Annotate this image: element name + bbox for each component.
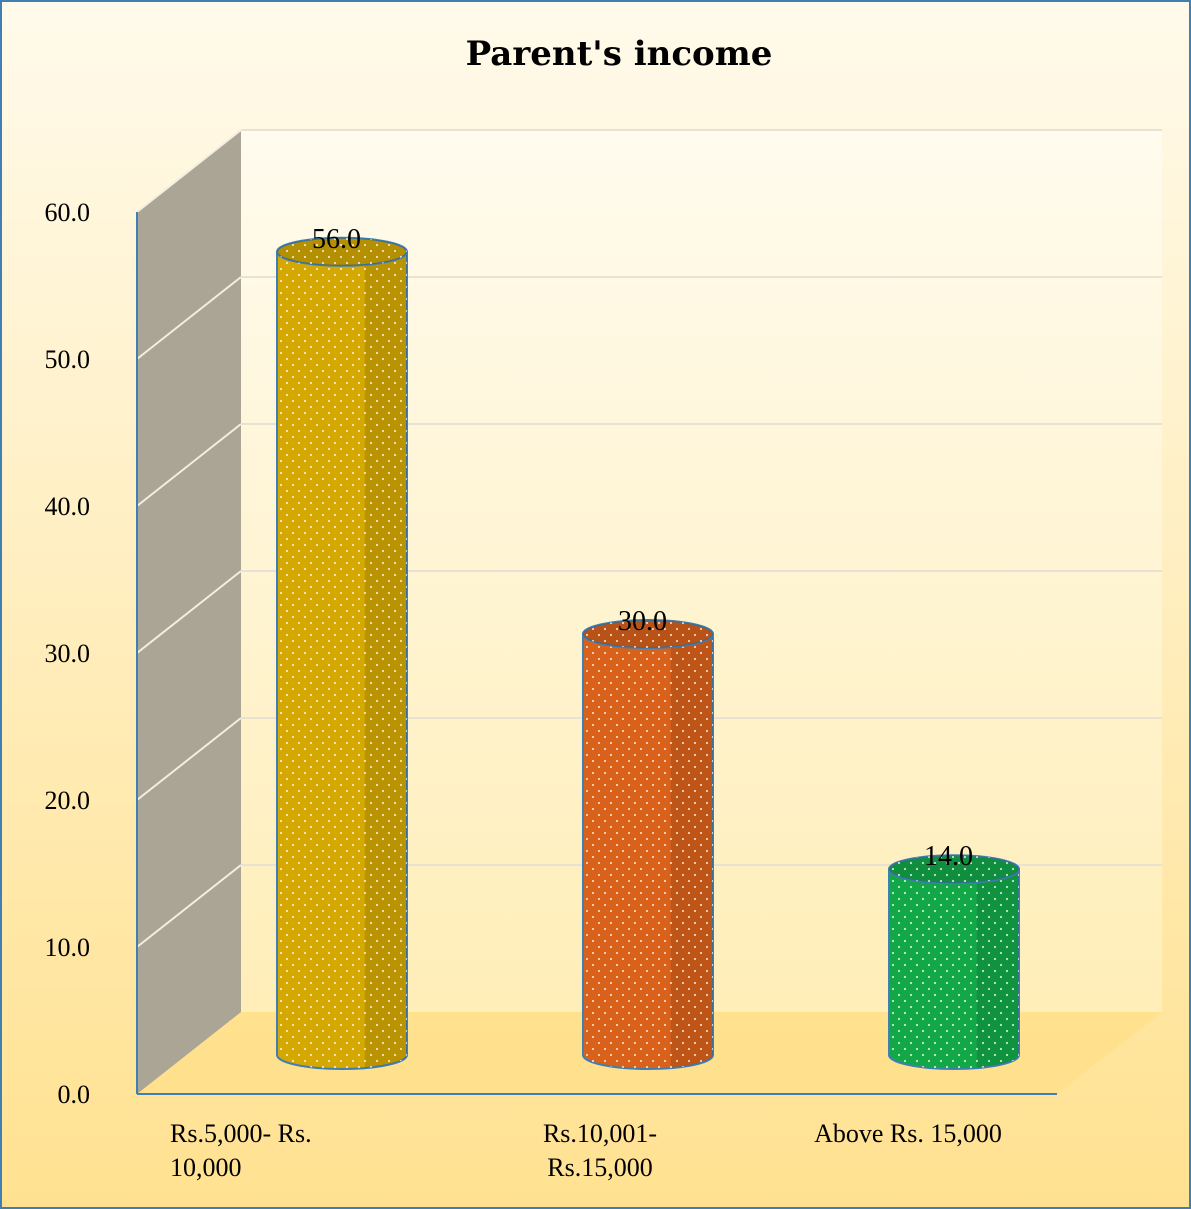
x-tick-label: Rs.10,001- Rs.15,000 <box>543 1119 657 1182</box>
y-axis: 0.0 10.0 20.0 30.0 40.0 50.0 60.0 <box>45 198 1057 1109</box>
x-tick-label-line: Rs.15,000 <box>547 1153 652 1182</box>
gridline-side <box>136 276 242 360</box>
y-tick-label: 0.0 <box>58 1080 91 1109</box>
y-tick-label: 40.0 <box>45 492 91 521</box>
y-tick-label: 50.0 <box>45 345 91 374</box>
gridline-side <box>136 717 242 801</box>
bar <box>888 854 1020 1070</box>
bar <box>276 236 408 1070</box>
bar-pattern <box>889 869 1019 1069</box>
y-tick-label: 10.0 <box>45 933 91 962</box>
bar-pattern <box>583 634 713 1069</box>
bar <box>582 619 714 1070</box>
y-tick-label: 20.0 <box>45 786 91 815</box>
data-label: 56.0 <box>312 224 361 255</box>
gridline-side <box>136 570 242 654</box>
bars <box>276 236 1020 1070</box>
bar-top-pattern <box>889 855 1019 884</box>
y-tick-label: 30.0 <box>45 639 91 668</box>
chart-title: Parent's income <box>466 34 773 74</box>
x-tick-label-line: Rs.5,000- Rs. <box>170 1119 312 1148</box>
category-labels: Rs.5,000- Rs. 10,000 Rs.10,001- Rs.15,000 Ab… <box>170 1119 1002 1182</box>
data-label: 14.0 <box>924 841 973 872</box>
data-label: 30.0 <box>618 606 667 637</box>
bar-top-pattern <box>277 237 407 266</box>
x-tick-label-line: Rs.10,001- <box>543 1119 657 1148</box>
gridline-side <box>136 864 242 948</box>
x-tick-label-line: Above Rs. 15,000 <box>814 1119 1002 1148</box>
gridline-side <box>136 423 242 507</box>
x-tick-label: Rs.5,000- Rs. 10,000 <box>170 1119 312 1182</box>
data-labels: 56.0 30.0 14.0 <box>312 224 973 872</box>
bar-pattern <box>277 251 407 1070</box>
y-tick-label: 60.0 <box>45 198 91 227</box>
x-tick-label: Above Rs. 15,000 <box>814 1119 1002 1148</box>
x-tick-label-line: 10,000 <box>170 1153 242 1182</box>
gridline-side <box>136 129 242 213</box>
bar-top-pattern <box>583 620 713 648</box>
